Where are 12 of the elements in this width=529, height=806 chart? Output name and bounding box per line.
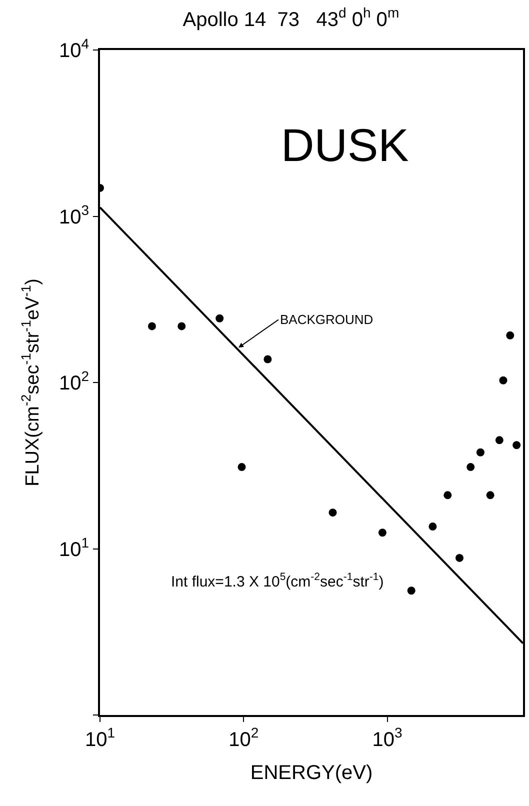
y-tick-label: 10$^{3}$ [58, 202, 90, 228]
annotation: DUSK [281, 119, 410, 171]
x-axis-title: ENERGY(eV) [250, 762, 373, 784]
x-tick-label: 10$^{2}$ [228, 724, 259, 751]
annotation: BACKGROUND [280, 312, 374, 327]
text: Int flux=1.3 X 10$^{5}$(cm$^{-2}$sec$^{-1}$str$^{-1}$) [171, 571, 384, 590]
x-tick-label: 10$^{1}$ [84, 724, 116, 751]
y-tick-label: 10$^{2}$ [58, 368, 90, 394]
x-tick-label: 10$^{3}$ [372, 724, 403, 751]
chart-title: Apollo 14 73 43$^{d}$ 0$^{h}$ 0$^{m}$ [182, 4, 400, 32]
y-tick-label: 10$^{4}$ [58, 36, 90, 62]
y-tick-label: 10$^{1}$ [58, 534, 90, 561]
